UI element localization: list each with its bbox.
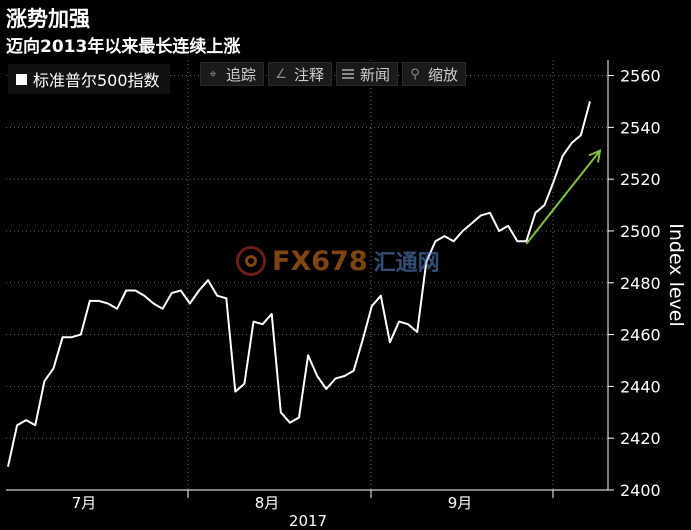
- trend-arrow-shaft: [525, 150, 601, 245]
- news-button[interactable]: 新闻: [336, 62, 399, 86]
- watermark: FX678 汇通网: [236, 245, 440, 277]
- y-tick-label: 2440: [620, 377, 661, 396]
- pencil-icon: ∠: [275, 66, 287, 82]
- watermark-brand: FX678: [272, 245, 368, 277]
- legend[interactable]: 标准普尔500指数: [8, 64, 170, 94]
- annotation-layer: [525, 149, 602, 245]
- crosshair-icon: ⌖: [209, 66, 217, 82]
- watermark-logo-icon: [236, 246, 266, 276]
- zoom-button[interactable]: ⚲ 缩放: [402, 62, 467, 86]
- y-tick-label: 2420: [620, 429, 661, 448]
- x-tick-label: 8月: [255, 494, 280, 512]
- x-tick-label: 9月: [448, 494, 473, 512]
- track-label: 追踪: [226, 65, 257, 84]
- y-tick-label: 2500: [620, 222, 661, 241]
- magnifier-icon: ⚲: [410, 66, 420, 82]
- y-tick-label: 2560: [620, 67, 661, 86]
- news-label: 新闻: [360, 65, 391, 84]
- trend-arrow-head: [588, 149, 602, 163]
- x-tick-label: 7月: [72, 494, 97, 512]
- y-axis-label: Index level: [665, 223, 687, 327]
- track-button[interactable]: ⌖ 追踪: [200, 62, 265, 86]
- legend-label: 标准普尔500指数: [33, 71, 160, 90]
- annotate-label: 注释: [294, 65, 325, 84]
- news-icon: [342, 69, 355, 79]
- y-tick-label: 2400: [620, 481, 661, 500]
- y-tick-label: 2520: [620, 170, 661, 189]
- annotate-button[interactable]: ∠ 注释: [268, 62, 333, 86]
- y-tick-label: 2480: [620, 274, 661, 293]
- chart-subtitle: 迈向2013年以来最长连续上涨: [6, 37, 241, 57]
- x-year-label: 2017: [289, 512, 327, 530]
- y-tick-label: 2460: [620, 326, 661, 345]
- chart-title: 涨势加强: [6, 7, 90, 31]
- axes: 2400 2420 2440 2460 2480 2500 2520 2540 2560 7月 8月…: [6, 60, 687, 530]
- legend-swatch: [16, 73, 27, 85]
- chart-toolbar: ⌖ 追踪 ∠ 注释 新闻 ⚲ 缩放: [200, 62, 467, 86]
- zoom-label: 缩放: [428, 65, 459, 84]
- y-tick-label: 2540: [620, 118, 661, 137]
- series-line: [7, 101, 591, 467]
- watermark-cn: 汇通网: [373, 251, 440, 276]
- series-layer: [7, 101, 591, 467]
